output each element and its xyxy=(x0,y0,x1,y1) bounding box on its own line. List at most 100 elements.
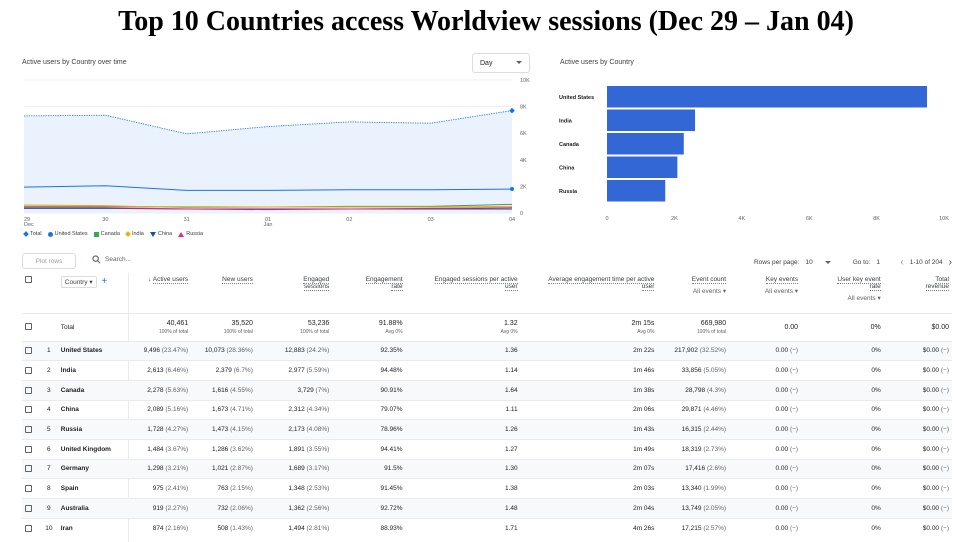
cell-value: 10,073 xyxy=(204,347,225,355)
cell-value: 1,473 xyxy=(212,426,229,434)
series-line-1[interactable] xyxy=(23,185,513,191)
key-events-cell: 0.00 (−) xyxy=(729,340,802,361)
event-filter-select[interactable]: All events ▾ xyxy=(692,288,727,295)
cell-value: $0.00 xyxy=(922,524,940,532)
new-users-header[interactable]: New users xyxy=(191,273,256,313)
x-tick-label: 6K xyxy=(806,216,813,222)
avg-engagement-time-header[interactable]: Average engagement time per active user xyxy=(521,273,658,313)
cell-percent: (−) xyxy=(789,445,799,453)
cell-percent: (2.05%) xyxy=(703,504,727,512)
bar-4[interactable] xyxy=(607,180,666,202)
legend-item-china[interactable]: China xyxy=(149,231,172,237)
country-name[interactable]: United States xyxy=(57,340,128,361)
legend-item-russia[interactable]: Russia xyxy=(178,231,203,237)
row-checkbox[interactable] xyxy=(25,425,32,433)
cell-value: 508 xyxy=(217,524,229,532)
total-new-users: 35,520 100% of total xyxy=(191,312,256,341)
row-checkbox[interactable] xyxy=(25,406,32,414)
table-row[interactable]: 10 Iran 874 (2.16%) 508 (1.43%) 1,494 (2.81%… xyxy=(22,517,952,538)
header-line: Total xyxy=(935,276,949,284)
table-row[interactable]: 5 Russia 1,728 (4.27%) 1,473 (4.15%) 2,173 (… xyxy=(22,419,952,440)
legend-item-united-states[interactable]: United States xyxy=(47,231,88,237)
key-events-cell: 0.00 (−) xyxy=(729,360,802,381)
key-events-header[interactable]: Key events All events ▾ xyxy=(729,273,801,313)
goto-input[interactable]: 1 xyxy=(876,259,881,266)
cell-percent: (2.81%) xyxy=(306,524,330,532)
row-checkbox[interactable] xyxy=(25,386,32,394)
table-row[interactable]: 4 China 2,089 (5.16%) 1,673 (4.71%) 2,312 (4… xyxy=(22,399,952,420)
cell-percent: (2.87%) xyxy=(230,465,253,473)
table-row[interactable]: 3 Canada 2,278 (5.63%) 1,616 (4.55%) 3,729 (… xyxy=(22,379,952,401)
series-line-5[interactable] xyxy=(24,207,513,211)
engaged-sessions-per-user-header[interactable]: Engaged sessions per active user xyxy=(406,273,521,313)
row-checkbox[interactable] xyxy=(25,504,32,512)
active-users-header[interactable]: ↓ Active users xyxy=(127,273,191,313)
country-name[interactable]: Iran xyxy=(57,517,128,538)
cell-percent: (−) xyxy=(789,426,799,434)
series-line-4[interactable] xyxy=(24,207,512,210)
cell-value: 12,883 xyxy=(284,347,305,355)
x-tick-label: 01 xyxy=(265,217,271,223)
period-select[interactable]: Day xyxy=(472,53,530,73)
bar-1[interactable] xyxy=(607,109,696,132)
country-name[interactable]: Germany xyxy=(57,458,128,479)
table-row[interactable]: 1 United States 9,496 (23.47%) 10,073 (28.3… xyxy=(22,340,952,361)
header-checkbox-cell xyxy=(22,273,40,313)
country-name[interactable]: Spain xyxy=(57,478,128,499)
aet-cell: 1m 38s xyxy=(520,379,658,401)
chevron-left-icon[interactable]: ‹ xyxy=(900,257,904,268)
table-row[interactable]: 2 India 2,613 (6.46%) 2,379 (6.7%) 2,977 (5.… xyxy=(22,360,952,381)
row-checkbox[interactable] xyxy=(25,485,32,493)
row-checkbox[interactable] xyxy=(25,524,32,532)
select-all-checkbox[interactable] xyxy=(25,276,32,283)
table-row[interactable]: 9 Australia 919 (2.27%) 732 (2.06%) 1,362 (2… xyxy=(22,498,952,519)
search-box[interactable]: Search... xyxy=(92,255,131,264)
total-revenue-header[interactable]: Total revenue xyxy=(884,273,952,313)
engaged-sessions-header[interactable]: Engaged sessions xyxy=(256,273,332,313)
row-checkbox[interactable] xyxy=(25,465,32,473)
country-dimension-select[interactable]: Country ▾ xyxy=(60,276,97,288)
row-checkbox[interactable] xyxy=(25,445,32,453)
total-checkbox[interactable] xyxy=(25,323,32,331)
new-users-cell: 1,021 (2.87%) xyxy=(191,458,256,479)
rows-per-page-select[interactable]: 10 xyxy=(805,259,831,266)
chevron-right-icon[interactable]: › xyxy=(948,257,952,268)
country-name[interactable]: China xyxy=(57,399,128,420)
table-row[interactable]: 8 Spain 975 (2.41%) 763 (2.15%) 1,348 (2.53%… xyxy=(22,478,952,499)
total-revenue: $0.00 xyxy=(883,312,952,341)
bar-2[interactable] xyxy=(607,133,684,155)
row-checkbox[interactable] xyxy=(25,366,32,374)
cell-percent: (2.16%) xyxy=(165,524,189,532)
legend-item-india[interactable]: India xyxy=(125,231,144,237)
cell-value: 29,871 xyxy=(681,406,702,414)
legend-item-total[interactable]: Total xyxy=(23,231,42,237)
search-input[interactable]: Search... xyxy=(105,256,132,263)
revenue-cell: $0.00 (−) xyxy=(883,498,952,519)
table-row[interactable]: 7 Germany 1,298 (3.21%) 1,021 (2.87%) 1,689 … xyxy=(22,458,952,479)
plus-icon[interactable]: + xyxy=(101,276,108,287)
row-checkbox[interactable] xyxy=(25,347,32,355)
key-event-filter-select[interactable]: All events ▾ xyxy=(764,288,799,295)
bar-3[interactable] xyxy=(607,156,678,179)
ukr-filter-select[interactable]: All events ▾ xyxy=(847,295,881,302)
cell-value: $0.00 xyxy=(922,386,940,394)
engagement-rate-cell: 92.72% xyxy=(332,498,406,519)
user-key-event-rate-header[interactable]: User key event rate All events ▾ xyxy=(801,273,884,313)
ukr-cell: 0% xyxy=(801,458,884,479)
engagement-rate-header[interactable]: Engagement rate xyxy=(332,273,405,313)
legend-item-canada[interactable]: Canada xyxy=(93,231,120,237)
new-users-cell: 1,286 (3.62%) xyxy=(191,438,256,460)
country-name[interactable]: Canada xyxy=(57,379,128,401)
country-name[interactable]: India xyxy=(57,360,128,381)
header-line: revenue xyxy=(925,283,949,291)
country-name[interactable]: United Kingdom xyxy=(57,438,128,460)
series-line-3[interactable] xyxy=(23,204,513,209)
cell-percent: (5.59%) xyxy=(306,367,330,375)
event-count-header[interactable]: Event count All events ▾ xyxy=(657,273,729,313)
plot-rows-button[interactable]: Plot rows xyxy=(22,253,76,269)
country-name[interactable]: Australia xyxy=(57,498,128,519)
country-name[interactable]: Russia xyxy=(57,419,128,440)
cell-value: 17,416 xyxy=(685,465,706,473)
bar-0[interactable] xyxy=(607,86,928,108)
table-row[interactable]: 6 United Kingdom 1,484 (3.67%) 1,286 (3.62%… xyxy=(22,438,952,460)
